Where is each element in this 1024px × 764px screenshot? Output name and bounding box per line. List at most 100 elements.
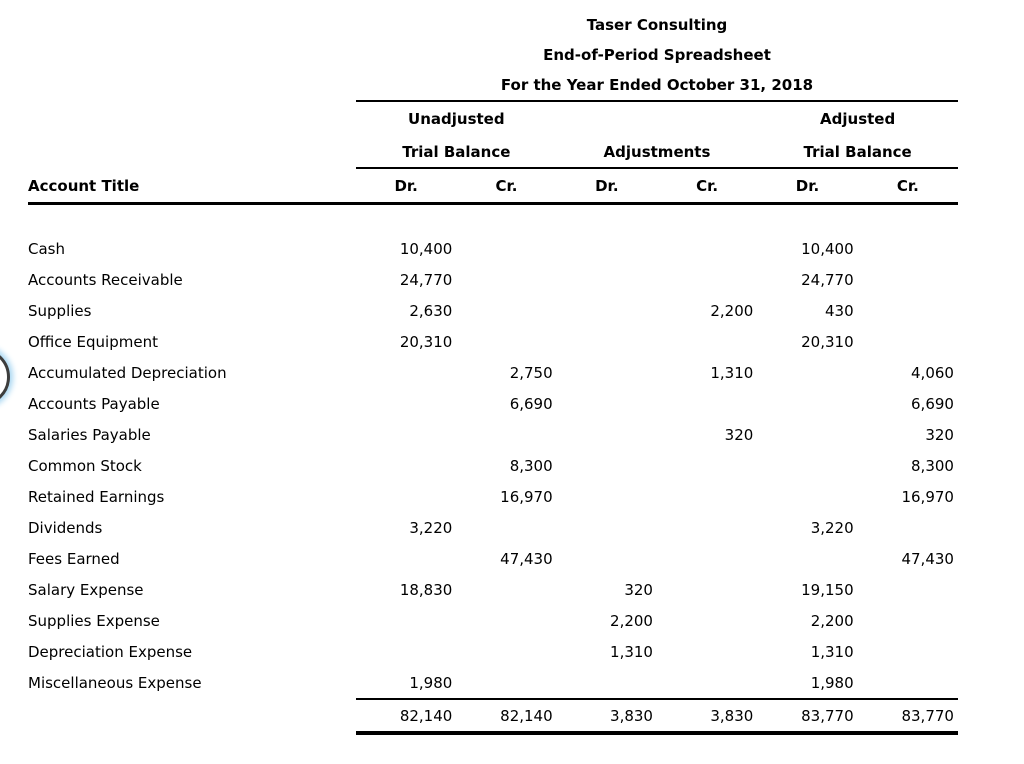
table-row: Supplies Expense 2,200 2,200 [28,605,958,636]
group-unadjusted-trial-balance-label: Trial Balance [402,142,511,161]
account-name: Supplies Expense [28,611,160,630]
cell-utb-dr: 3,220 [409,518,453,537]
report-title: End-of-Period Spreadsheet [543,46,771,64]
header-adj-dr: Dr. [595,176,619,195]
cell-adj-cr [657,512,757,543]
report-header: Taser Consulting End-of-Period Spreadshe… [356,10,958,100]
cell-atb-cr [858,233,958,264]
cell-adj-cr [657,636,757,667]
cell-utb-cr [456,512,556,543]
cell-adj-dr: 320 [624,580,653,599]
table-row: Retained Earnings 16,970 16,970 [28,481,958,512]
table-row: Office Equipment 20,310 20,310 [28,326,958,357]
account-name: Fees Earned [28,549,120,568]
table-row: Fees Earned 47,430 47,430 [28,543,958,574]
cell-utb-dr: 24,770 [399,270,453,289]
table-row: Common Stock 8,300 8,300 [28,450,958,481]
cell-adj-dr [557,512,657,543]
cell-adj-cr [657,388,757,419]
cell-utb-cr [456,605,556,636]
cell-utb-cr: 2,750 [509,363,553,382]
cell-atb-cr: 16,970 [901,487,954,506]
company-name: Taser Consulting [586,16,728,34]
account-name: Cash [28,239,65,258]
group-middle-spacer [557,102,758,136]
cell-atb-dr: 3,220 [810,518,854,537]
group-band-bottom: Trial Balance Adjustments Trial Balance [356,136,958,169]
cell-atb-cr [858,326,958,357]
account-name: Depreciation Expense [28,642,193,661]
account-column-spacer [28,100,356,136]
cell-utb-cr [456,419,556,450]
cell-atb-dr: 1,310 [810,642,854,661]
total-adj-cr: 3,830 [656,698,758,735]
cell-adj-dr [557,450,657,481]
cell-atb-dr [757,388,857,419]
cell-utb-cr: 16,970 [500,487,553,506]
table-row: Accounts Receivable 24,770 24,770 [28,264,958,295]
group-band-top: Unadjusted Adjusted [356,100,958,136]
cell-adj-cr [657,574,757,605]
header-atb-cr: Cr. [896,176,919,195]
header-utb-dr: Dr. [394,176,418,195]
total-utb-dr: 82,140 [356,698,457,735]
table-row: Depreciation Expense 1,310 1,310 [28,636,958,667]
cell-adj-cr [657,264,757,295]
total-atb-dr: 83,770 [757,698,858,735]
worksheet-table: Unadjusted Adjusted Trial Balance Adjust… [28,100,958,735]
account-rows: Cash 10,400 10,400 Accounts Receivable 2… [28,233,958,698]
cell-utb-dr: 2,630 [409,301,453,320]
table-row: Salaries Payable 320 320 [28,419,958,450]
cell-utb-cr [456,667,556,698]
total-atb-cr: 83,770 [857,698,958,735]
cell-adj-dr [557,419,657,450]
cell-utb-dr: 10,400 [399,239,453,258]
cell-atb-dr: 20,310 [801,332,854,351]
cell-atb-dr: 1,980 [810,673,854,692]
column-header-row: Account Title Dr. Cr. Dr. Cr. Dr. Cr. [28,169,958,205]
cell-atb-cr: 6,690 [911,394,954,413]
cell-atb-dr: 24,770 [801,270,854,289]
cell-utb-dr: 1,980 [409,673,453,692]
report-period: For the Year Ended October 31, 2018 [500,76,814,94]
cell-utb-cr [456,295,556,326]
cell-adj-dr: 1,310 [610,642,653,661]
account-name: Accounts Payable [28,394,160,413]
cell-atb-dr [757,357,857,388]
account-name: Office Equipment [28,332,158,351]
table-row: Dividends 3,220 3,220 [28,512,958,543]
account-name: Accumulated Depreciation [28,363,227,382]
account-name: Salaries Payable [28,425,151,444]
cell-atb-cr [858,295,958,326]
cell-adj-dr [557,667,657,698]
total-adj-dr: 3,830 [556,698,657,735]
cell-utb-cr: 6,690 [509,394,553,413]
cell-atb-cr [858,264,958,295]
cell-utb-dr [356,605,456,636]
cell-atb-cr: 8,300 [911,456,954,475]
cell-atb-cr [858,605,958,636]
account-name: Retained Earnings [28,487,165,506]
group-adjusted-trial-balance-label: Trial Balance [803,142,912,161]
circle-annotation [0,348,10,406]
totals-row: 82,140 82,140 3,830 3,830 83,770 83,770 [28,698,958,735]
group-adjusted-label: Adjusted [820,110,896,128]
cell-adj-cr [657,543,757,574]
table-row: Cash 10,400 10,400 [28,233,958,264]
table-row: Supplies 2,630 2,200 430 [28,295,958,326]
account-column-spacer [28,136,356,169]
account-name: Dividends [28,518,103,537]
cell-utb-cr [456,636,556,667]
cell-atb-dr [757,543,857,574]
cell-adj-cr: 320 [724,425,754,444]
table-row: Miscellaneous Expense 1,980 1,980 [28,667,958,698]
account-name: Common Stock [28,456,142,475]
cell-utb-cr [456,326,556,357]
cell-utb-dr: 20,310 [399,332,453,351]
cell-adj-dr [557,264,657,295]
cell-atb-cr: 4,060 [911,363,954,382]
group-header-row-top: Unadjusted Adjusted [28,100,958,136]
cell-adj-cr [657,326,757,357]
cell-atb-dr [757,419,857,450]
cell-utb-cr [456,574,556,605]
